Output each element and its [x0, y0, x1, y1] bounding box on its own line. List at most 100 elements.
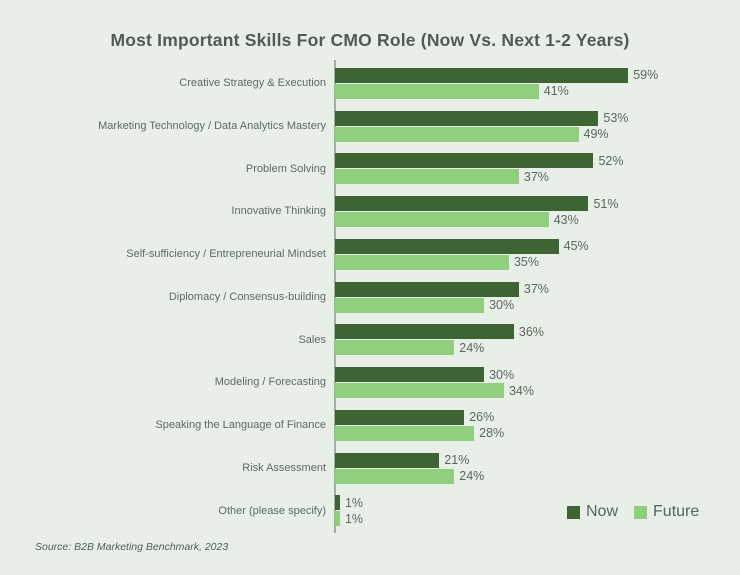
bar-row: Speaking the Language of Finance 26% 28%: [0, 404, 740, 447]
bar-row: Other (please specify) 1% 1%: [0, 490, 740, 533]
bar-now: [335, 238, 559, 254]
bar-line-now: 21%: [335, 452, 484, 468]
bar-pair: 53% 49%: [335, 110, 629, 142]
bar-line-future: 43%: [335, 212, 619, 228]
bar-now: [335, 495, 340, 511]
source-note: Source: B2B Marketing Benchmark, 2023: [35, 541, 229, 553]
bar-line-now: 36%: [335, 324, 544, 340]
bar-line-now: 52%: [335, 153, 624, 169]
bar-now: [335, 67, 629, 83]
bar-line-now: 45%: [335, 238, 589, 254]
category-label: Modeling / Forecasting: [214, 376, 326, 389]
bar-pair: 30% 34%: [335, 367, 534, 399]
bar-pair: 59% 41%: [335, 67, 659, 99]
value-label-future: 49%: [583, 127, 609, 142]
bar-line-future: 49%: [335, 126, 628, 142]
bar-line-now: 51%: [335, 196, 619, 212]
value-label-now: 26%: [469, 410, 495, 425]
bar-now: [335, 196, 589, 212]
bar-line-now: 37%: [335, 281, 549, 297]
bar-pair: 1% 1%: [335, 495, 364, 527]
bar-future: [335, 383, 504, 399]
bar-line-future: 37%: [335, 169, 623, 185]
bar-future: [335, 425, 475, 441]
category-label: Speaking the Language of Finance: [155, 419, 326, 432]
legend-item-future: Future: [634, 503, 699, 521]
bar-future: [335, 169, 519, 185]
bar-now: [335, 409, 465, 425]
bar-pair: 45% 35%: [335, 238, 589, 270]
category-label: Creative Strategy & Execution: [179, 77, 326, 90]
bar-line-future: 35%: [335, 254, 589, 270]
value-label-future: 34%: [508, 383, 534, 398]
value-label-now: 37%: [523, 282, 549, 297]
bar-pair: 21% 24%: [335, 452, 485, 484]
bar-future: [335, 212, 549, 228]
bar-row: Innovative Thinking 51% 43%: [0, 190, 740, 233]
bar-line-now: 59%: [335, 67, 659, 83]
bar-line-now: 1%: [335, 495, 364, 511]
chart-title: Most Important Skills For CMO Role (Now …: [110, 30, 630, 50]
bar-now: [335, 324, 514, 340]
bar-pair: 37% 30%: [335, 281, 549, 313]
bar-row: Modeling / Forecasting 30% 34%: [0, 361, 740, 404]
bar-row: Diplomacy / Consensus-building 37% 30%: [0, 276, 740, 319]
bar-row: Problem Solving 52% 37%: [0, 148, 740, 191]
category-label: Self-sufficiency / Entrepreneurial Minds…: [126, 248, 326, 261]
category-label: Innovative Thinking: [231, 205, 326, 218]
bar-row: Risk Assessment 21% 24%: [0, 447, 740, 490]
bar-row: Creative Strategy & Execution 59% 41%: [0, 62, 740, 105]
bar-future: [335, 83, 539, 99]
category-label: Other (please specify): [218, 504, 326, 517]
category-label: Problem Solving: [245, 162, 326, 175]
bar-future: [335, 297, 485, 313]
bar-pair: 36% 24%: [335, 324, 544, 356]
bar-rows-container: Creative Strategy & Execution 59% 41% Marke…: [0, 62, 740, 532]
legend-future-label: Future: [653, 503, 700, 520]
value-label-future: 24%: [459, 469, 485, 484]
bar-future: [335, 468, 455, 484]
bar-pair: 51% 43%: [335, 196, 619, 228]
category-label: Marketing Technology / Data Analytics Ma…: [98, 119, 326, 132]
bar-line-future: 34%: [335, 383, 534, 399]
value-label-now: 30%: [489, 367, 515, 382]
bar-row: Self-sufficiency / Entrepreneurial Minds…: [0, 233, 740, 276]
bar-line-now: 53%: [335, 110, 629, 126]
category-label: Diplomacy / Consensus-building: [168, 290, 326, 303]
bar-line-future: 1%: [335, 511, 364, 527]
value-label-future: 1%: [344, 511, 364, 526]
bar-now: [335, 281, 519, 297]
chart-legend: Now Future: [567, 503, 699, 521]
bar-future: [335, 126, 579, 142]
category-label: Risk Assessment: [242, 461, 326, 474]
value-label-now: 1%: [344, 495, 364, 510]
value-label-future: 41%: [543, 84, 569, 99]
bar-line-future: 30%: [335, 297, 549, 313]
value-label-future: 43%: [553, 212, 579, 227]
y-axis-line: [334, 60, 336, 533]
category-label: Sales: [298, 333, 326, 346]
legend-item-now: Now: [567, 503, 618, 521]
value-label-now: 59%: [633, 68, 659, 83]
value-label-now: 45%: [563, 239, 589, 254]
bar-line-now: 26%: [335, 409, 504, 425]
bar-line-future: 24%: [335, 468, 485, 484]
value-label-future: 28%: [479, 426, 505, 441]
value-label-future: 35%: [513, 255, 539, 270]
bar-now: [335, 367, 485, 383]
bar-future: [335, 254, 509, 270]
legend-now-label: Now: [586, 503, 619, 520]
bar-pair: 52% 37%: [335, 153, 624, 185]
bar-row: Marketing Technology / Data Analytics Ma…: [0, 105, 740, 148]
bar-line-future: 28%: [335, 425, 505, 441]
bar-line-future: 24%: [335, 340, 544, 356]
bar-future: [335, 340, 455, 356]
value-label-future: 30%: [489, 298, 515, 313]
value-label-now: 53%: [603, 111, 629, 126]
bar-line-future: 41%: [335, 83, 658, 99]
value-label-now: 52%: [598, 153, 624, 168]
bar-line-now: 30%: [335, 367, 534, 383]
bar-now: [335, 110, 599, 126]
value-label-future: 37%: [523, 169, 549, 184]
